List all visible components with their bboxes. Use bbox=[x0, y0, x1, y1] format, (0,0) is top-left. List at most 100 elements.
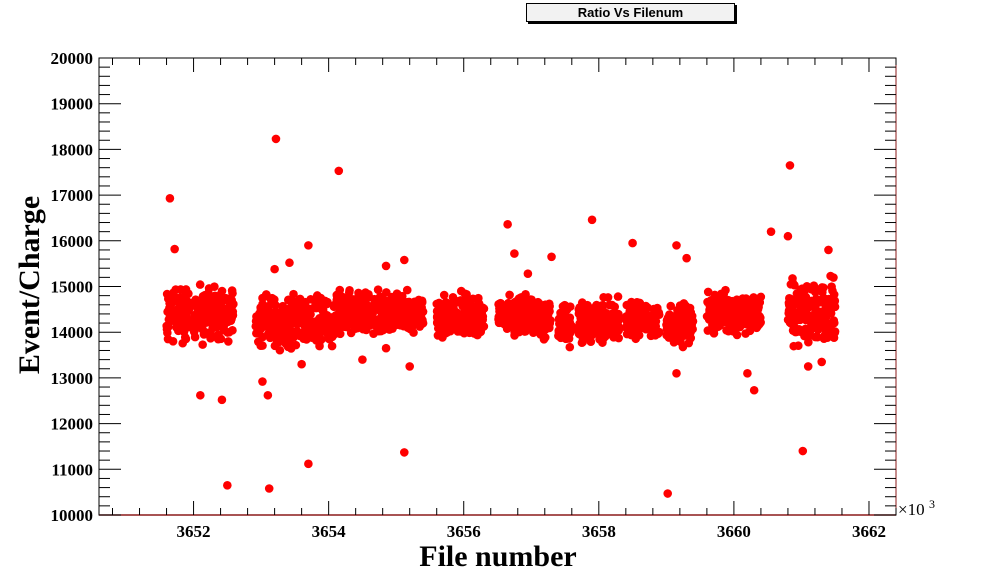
data-point bbox=[346, 328, 356, 338]
data-point bbox=[270, 264, 279, 274]
data-point bbox=[387, 299, 397, 309]
data-point bbox=[258, 377, 267, 386]
data-point bbox=[258, 341, 267, 350]
data-point bbox=[265, 333, 275, 343]
data-point bbox=[523, 324, 533, 334]
data-point bbox=[314, 303, 324, 313]
data-point bbox=[304, 241, 313, 250]
data-point bbox=[517, 296, 527, 305]
data-point bbox=[444, 303, 454, 312]
data-point bbox=[176, 304, 185, 313]
x-tick-label: 3654 bbox=[312, 522, 347, 541]
data-point bbox=[628, 238, 637, 248]
data-point bbox=[766, 227, 776, 236]
data-point bbox=[802, 305, 812, 314]
data-point bbox=[223, 480, 232, 490]
data-point bbox=[565, 302, 575, 311]
data-point bbox=[813, 332, 822, 342]
data-point bbox=[672, 369, 681, 378]
data-point bbox=[315, 341, 324, 351]
data-point bbox=[195, 280, 205, 289]
data-point bbox=[789, 341, 799, 351]
data-point bbox=[688, 316, 698, 326]
data-point bbox=[587, 215, 597, 225]
y-tick-label: 19000 bbox=[51, 95, 94, 114]
data-point bbox=[589, 320, 599, 330]
data-point bbox=[586, 337, 596, 346]
data-point bbox=[285, 258, 294, 268]
data-point bbox=[523, 269, 533, 279]
data-point bbox=[603, 293, 613, 302]
data-point bbox=[312, 321, 322, 330]
data-point bbox=[521, 305, 531, 314]
data-point bbox=[703, 287, 713, 297]
data-point bbox=[666, 301, 676, 311]
data-point bbox=[646, 313, 656, 323]
data-point bbox=[289, 289, 298, 299]
x-tick-label: 3656 bbox=[447, 522, 481, 541]
data-point bbox=[163, 328, 172, 338]
data-point bbox=[511, 321, 521, 331]
data-point bbox=[558, 302, 568, 311]
data-point bbox=[798, 446, 808, 456]
data-point bbox=[213, 331, 223, 340]
data-point bbox=[166, 303, 175, 312]
data-point bbox=[727, 308, 737, 318]
data-point bbox=[663, 489, 673, 498]
data-point bbox=[829, 333, 839, 343]
data-point bbox=[375, 292, 385, 302]
data-point bbox=[824, 245, 833, 255]
y-tick-label: 16000 bbox=[51, 232, 94, 251]
data-point bbox=[804, 337, 813, 347]
data-point bbox=[575, 328, 585, 338]
data-point bbox=[334, 166, 344, 176]
data-point bbox=[353, 313, 362, 323]
data-point bbox=[297, 359, 306, 369]
data-point bbox=[179, 327, 189, 337]
data-point bbox=[817, 357, 827, 367]
y-tick-label: 13000 bbox=[51, 369, 94, 388]
data-point bbox=[665, 326, 674, 336]
data-point bbox=[284, 295, 293, 305]
data-point bbox=[304, 459, 313, 469]
data-point bbox=[707, 302, 717, 312]
data-point bbox=[225, 316, 234, 326]
data-point bbox=[335, 329, 345, 339]
data-point bbox=[273, 316, 282, 326]
data-point bbox=[448, 292, 458, 302]
data-point bbox=[503, 220, 512, 229]
data-point bbox=[494, 300, 503, 309]
data-point bbox=[543, 307, 553, 317]
data-point bbox=[223, 328, 232, 337]
data-point bbox=[651, 331, 660, 340]
data-point bbox=[565, 329, 575, 338]
data-point bbox=[407, 311, 417, 321]
data-point bbox=[217, 319, 227, 328]
data-point bbox=[273, 310, 282, 319]
data-point bbox=[611, 323, 621, 333]
data-point bbox=[802, 282, 812, 291]
data-point bbox=[312, 331, 322, 341]
y-axis-title: Event/Charge bbox=[13, 196, 46, 374]
data-point bbox=[632, 314, 641, 323]
data-point bbox=[785, 161, 795, 170]
data-point bbox=[821, 298, 830, 307]
data-point bbox=[719, 317, 728, 327]
data-point bbox=[439, 290, 449, 300]
data-point bbox=[474, 293, 483, 303]
data-point bbox=[574, 309, 584, 319]
data-point bbox=[395, 309, 404, 318]
data-point bbox=[312, 291, 322, 300]
data-point bbox=[320, 296, 330, 306]
data-point bbox=[784, 300, 794, 309]
data-point bbox=[613, 292, 623, 301]
data-point bbox=[558, 312, 568, 322]
data-point bbox=[821, 312, 831, 322]
data-point bbox=[453, 312, 462, 322]
data-point bbox=[602, 321, 611, 330]
data-point bbox=[301, 326, 311, 336]
data-point bbox=[823, 333, 832, 343]
data-point bbox=[415, 303, 425, 312]
data-point bbox=[275, 337, 284, 347]
